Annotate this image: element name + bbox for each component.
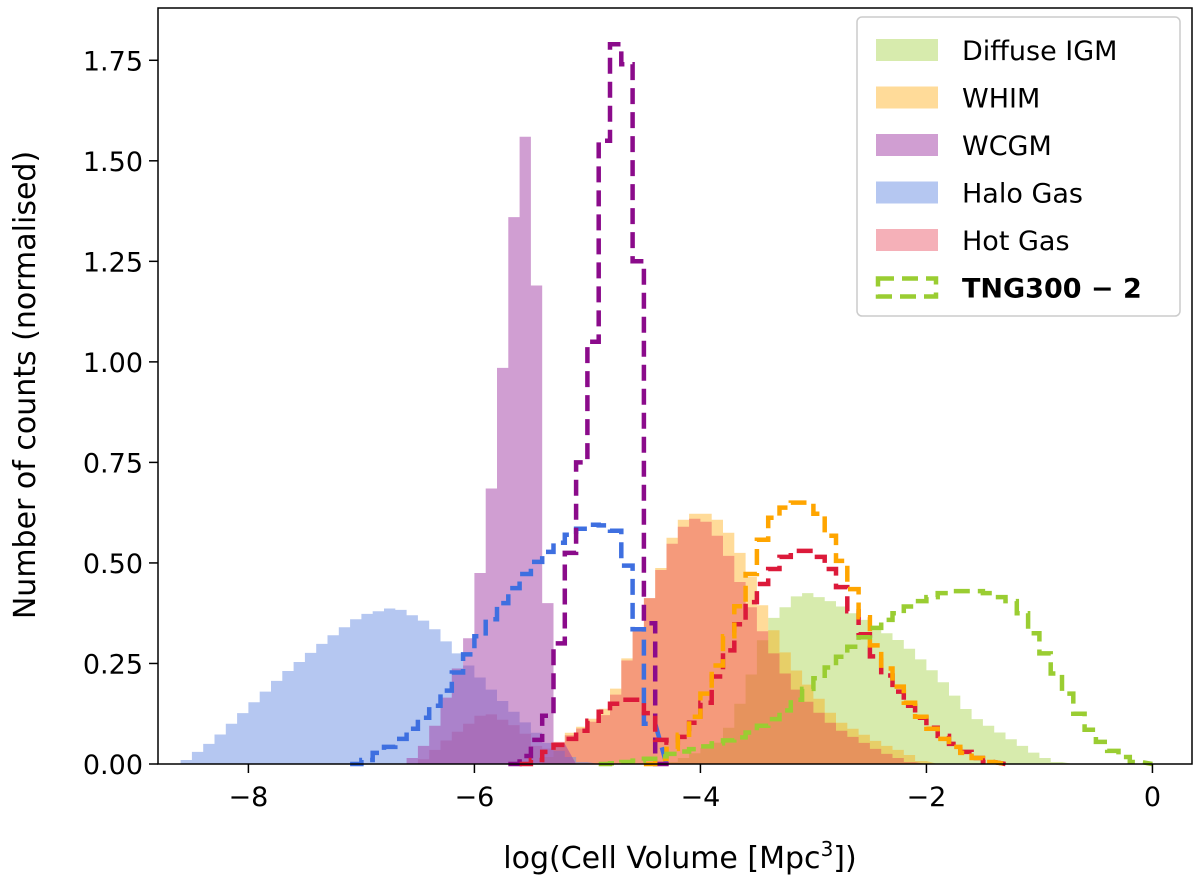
plot-frame — [157, 7, 1193, 765]
step-histogram-whim-tng300-2 — [643, 500, 1006, 767]
legend-box — [856, 16, 1181, 317]
axes: −8 −6 −4 −2 0 0.00 0.25 0.50 0.75 1.00 1.25 1.50 1.7… — [83, 7, 1193, 813]
legend-item-tng300-2: TNG300 − 2 — [875, 274, 1142, 305]
legend-swatch — [876, 39, 938, 61]
filled-histogram-hot-gas — [406, 518, 927, 764]
y-tick-label: 0.75 — [83, 448, 143, 479]
y-tick-label: 1.25 — [83, 247, 143, 278]
step-histograms — [350, 41, 1153, 767]
x-tick-label: −6 — [455, 782, 495, 813]
y-tick-label: 0.50 — [83, 549, 143, 580]
x-tick-label: −4 — [681, 782, 721, 813]
legend-item-halo-gas: Halo Gas — [876, 179, 1083, 210]
filled-histograms — [169, 136, 1074, 764]
step-histogram-wcgm-tng300-2 — [508, 41, 673, 767]
legend-swatch — [876, 86, 938, 109]
y-tick-label: 1.75 — [83, 46, 143, 77]
y-tick-label: 1.50 — [83, 147, 143, 178]
legend-swatch — [875, 276, 939, 299]
legend-label: WHIM — [962, 84, 1040, 115]
legend-label: Diffuse IGM — [962, 36, 1117, 67]
y-tick-label: 0.00 — [83, 750, 143, 781]
legend-item-whim: WHIM — [876, 84, 1040, 115]
y-tick-label: 0.25 — [83, 649, 143, 680]
legend-swatch — [876, 181, 938, 204]
legend-swatch — [876, 134, 938, 156]
legend-item-wcgm: WCGM — [876, 131, 1052, 162]
y-tick-label: 1.00 — [83, 348, 143, 379]
legend-item-diffuse-igm: Diffuse IGM — [876, 36, 1117, 67]
x-axis-label-superscript: 3 — [821, 837, 834, 861]
x-tick-label: −2 — [907, 782, 947, 813]
legend-label: Hot Gas — [962, 226, 1070, 257]
x-axis-label-main: log(Cell Volume [Mpc — [503, 841, 820, 876]
legend-label: WCGM — [962, 131, 1052, 162]
filled-histogram-diffuse-igm — [655, 593, 1074, 764]
y-axis-label: Number of counts (normalised) — [8, 151, 43, 619]
legend-label: Halo Gas — [962, 179, 1083, 210]
x-tick-label: 0 — [1144, 782, 1161, 813]
filled-histogram-wcgm — [395, 136, 577, 764]
x-axis-label-tail: ]) — [833, 841, 856, 876]
step-histogram-halo-gas-tng300-2 — [350, 522, 669, 767]
legend-item-hot-gas: Hot Gas — [876, 226, 1070, 257]
legend: Diffuse IGM WHIM WCGM Halo Gas Hot Gas TNG300… — [856, 16, 1181, 317]
legend-label: TNG300 − 2 — [962, 274, 1142, 305]
x-axis-label: log(Cell Volume [Mpc3]) — [503, 837, 856, 876]
step-histogram-diffuse-igm-tng300-2 — [598, 588, 1153, 767]
legend-swatch — [876, 229, 938, 251]
x-tick-label: −8 — [228, 782, 268, 813]
